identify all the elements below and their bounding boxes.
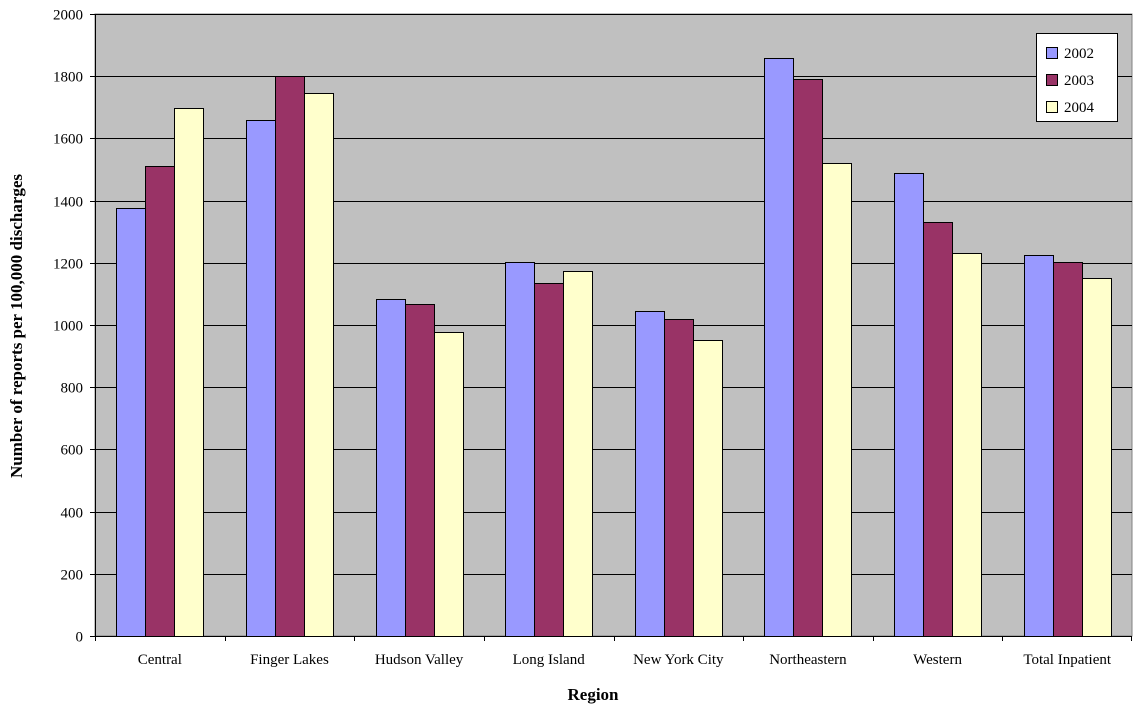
x-tick-label: Northeastern xyxy=(769,652,847,668)
axes: 0 200 400 600 800 1000 1200 1400 1600 1800 2000 Cen… xyxy=(53,8,1132,668)
bar-2003-total-inpatient xyxy=(1053,262,1083,637)
bar-2002-hudson-valley xyxy=(376,299,406,637)
y-tick-label: 2000 xyxy=(53,8,83,24)
x-tick-label: Central xyxy=(138,652,182,668)
y-tick-label: 200 xyxy=(61,568,84,584)
bar-2003-new-york-city xyxy=(664,319,694,637)
legend-swatch-2002 xyxy=(1046,47,1058,59)
legend: 2002 2003 2004 xyxy=(1036,33,1118,122)
bar-2004-total-inpatient xyxy=(1082,278,1112,637)
bar-2003-western xyxy=(923,222,953,637)
x-axis-title: Region xyxy=(568,685,620,704)
bar-2004-new-york-city xyxy=(693,340,723,637)
x-tick-label: Hudson Valley xyxy=(375,652,464,668)
y-tick-label: 400 xyxy=(61,506,84,522)
legend-label-2004: 2004 xyxy=(1064,100,1095,116)
bar-2004-hudson-valley xyxy=(434,332,464,637)
x-tick-label: Total Inpatient xyxy=(1023,652,1112,668)
y-axis-title: Number of reports per 100,000 discharges xyxy=(7,174,26,478)
y-tick-label: 1200 xyxy=(53,257,83,273)
bar-2002-total-inpatient xyxy=(1024,255,1054,637)
bar-2004-finger-lakes xyxy=(304,93,334,637)
legend-swatch-2004 xyxy=(1046,101,1058,113)
bar-2002-new-york-city xyxy=(635,311,665,637)
legend-label-2002: 2002 xyxy=(1064,46,1094,62)
legend-label-2003: 2003 xyxy=(1064,73,1094,89)
legend-swatch-2003 xyxy=(1046,74,1058,86)
bar-2002-western xyxy=(894,173,924,637)
bar-2004-northeastern xyxy=(822,163,852,637)
x-tick-label: New York City xyxy=(633,652,724,668)
x-tick-label: Long Island xyxy=(513,652,586,668)
x-tick-label: Western xyxy=(913,652,962,668)
y-tick-label: 1400 xyxy=(53,195,83,211)
y-tick-label: 800 xyxy=(61,381,84,397)
bar-2003-long-island xyxy=(534,283,564,637)
bar-2003-finger-lakes xyxy=(275,76,305,637)
bar-2003-northeastern xyxy=(793,79,823,637)
bar-2004-long-island xyxy=(563,271,593,637)
bar-2004-central xyxy=(174,108,204,637)
y-tick-label: 600 xyxy=(61,443,84,459)
bar-2003-central xyxy=(145,166,175,637)
bar-2004-western xyxy=(952,253,982,637)
bar-2002-northeastern xyxy=(764,58,794,637)
y-tick-label: 1600 xyxy=(53,132,83,148)
bar-2002-central xyxy=(116,208,146,637)
bar-2002-long-island xyxy=(505,262,535,637)
bar-2002-finger-lakes xyxy=(246,120,276,637)
y-tick-label: 0 xyxy=(76,630,84,646)
x-tick-label: Finger Lakes xyxy=(250,652,329,668)
y-tick-label: 1000 xyxy=(53,319,83,335)
y-tick-label: 1800 xyxy=(53,70,83,86)
bar-2003-hudson-valley xyxy=(405,304,435,637)
